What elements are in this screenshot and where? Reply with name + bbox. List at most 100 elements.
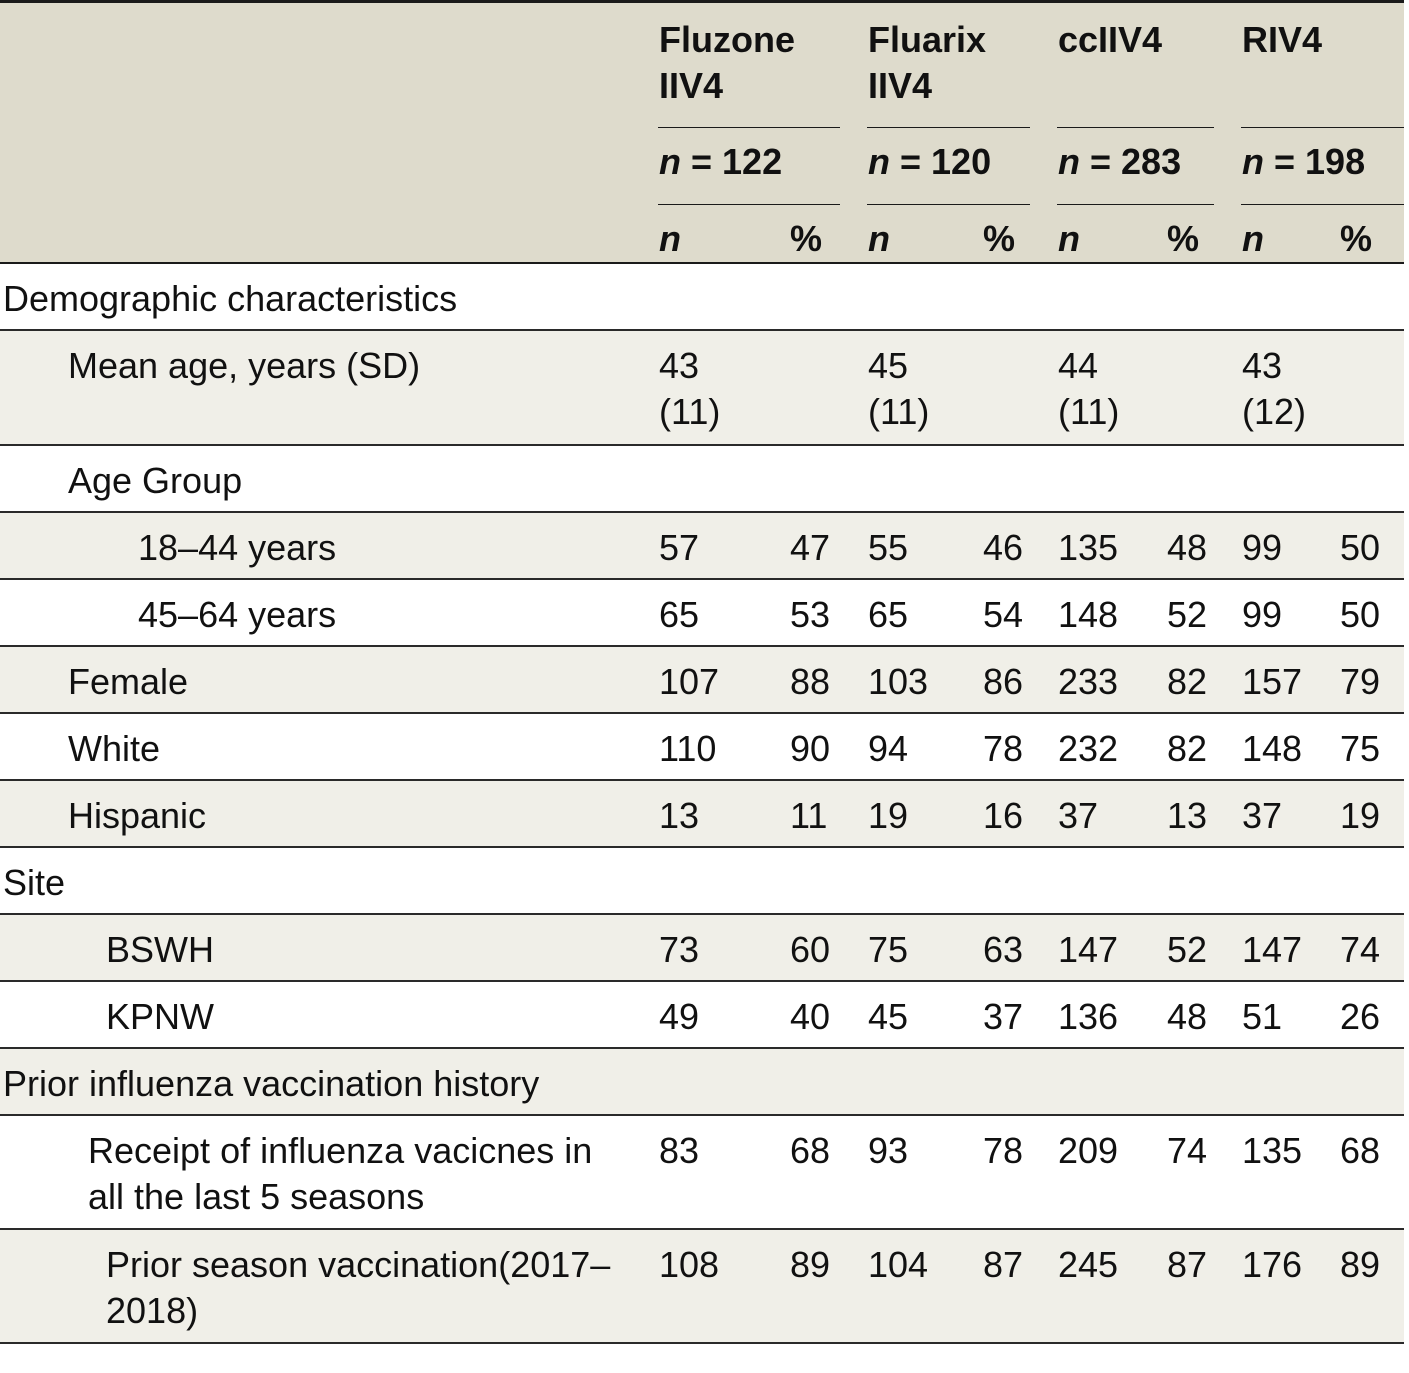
sd-value: (11) <box>659 391 721 432</box>
subheader-n: n <box>1058 218 1080 259</box>
group-name-line2: IIV4 <box>659 65 724 106</box>
cell-percent: 90 <box>790 728 831 769</box>
group-count-fluarix: n = 120 <box>868 139 991 185</box>
section-label: Age Group <box>68 460 243 501</box>
cell-n: 45 <box>868 996 909 1037</box>
header-rule <box>1241 127 1404 128</box>
table-row: BSWH 73 60 75 63 147 52 147 74 <box>0 915 1404 982</box>
group-name-cciiv4: ccIIV4 <box>1058 17 1162 63</box>
cell-percent: 78 <box>983 1130 1024 1171</box>
cell-percent: 52 <box>1167 594 1208 635</box>
row-label: 45–64 years <box>138 594 337 635</box>
cell-percent: 74 <box>1167 1130 1208 1171</box>
subheader-percent: % <box>1167 218 1200 259</box>
table-row: Receipt of influenza vacicnes in all the… <box>0 1116 1404 1230</box>
table-row: Female 107 88 103 86 233 82 157 79 <box>0 647 1404 714</box>
group-name-line1: Fluarix <box>868 19 987 60</box>
cell-n: 57 <box>659 527 700 568</box>
cell-n: 135 <box>1058 527 1119 568</box>
row-label: KPNW <box>106 996 214 1037</box>
cell-percent: 11 <box>790 795 828 836</box>
group-name-fluarix: Fluarix IIV4 <box>868 17 986 109</box>
cell-n: 93 <box>868 1130 909 1171</box>
header-rule <box>867 127 1030 128</box>
cell-n: 13 <box>659 795 700 836</box>
section-label: Prior influenza vaccination history <box>3 1063 540 1104</box>
cell-percent: 68 <box>790 1130 831 1171</box>
cell-n: 83 <box>659 1130 700 1171</box>
cell-n: 107 <box>659 661 720 702</box>
cell-n: 73 <box>659 929 700 970</box>
cell-n: 65 <box>659 594 700 635</box>
header-rule <box>1057 204 1214 205</box>
cell-percent: 46 <box>983 527 1024 568</box>
cell-percent: 88 <box>790 661 831 702</box>
cell-mean-age: 43 (12) <box>1242 343 1306 435</box>
cell-n: 148 <box>1242 728 1303 769</box>
cell-percent: 75 <box>1340 728 1381 769</box>
cell-percent: 50 <box>1340 527 1381 568</box>
cell-n: 104 <box>868 1244 929 1285</box>
cell-percent: 40 <box>790 996 831 1037</box>
row-label: Mean age, years (SD) <box>68 345 421 386</box>
header-rule <box>658 127 840 128</box>
subheader-percent: % <box>983 218 1016 259</box>
cell-percent: 89 <box>790 1244 831 1285</box>
cell-n: 37 <box>1242 795 1283 836</box>
subheader-percent: % <box>790 218 823 259</box>
cell-percent: 13 <box>1167 795 1208 836</box>
mean-value: 43 <box>1242 345 1283 386</box>
cell-n: 65 <box>868 594 909 635</box>
cell-percent: 89 <box>1340 1244 1381 1285</box>
table-row: White 110 90 94 78 232 82 148 75 <box>0 714 1404 781</box>
header-rule <box>1057 127 1214 128</box>
n-symbol: n <box>659 141 681 182</box>
cell-percent: 37 <box>983 996 1024 1037</box>
row-label: Female <box>68 661 189 702</box>
cell-n: 245 <box>1058 1244 1119 1285</box>
group-name-line2: IIV4 <box>868 65 933 106</box>
group-name-riv4: RIV4 <box>1242 17 1322 63</box>
n-value: = 198 <box>1264 141 1366 182</box>
cell-percent: 87 <box>983 1244 1024 1285</box>
table-row: KPNW 49 40 45 37 136 48 51 26 <box>0 982 1404 1049</box>
group-count-fluzone: n = 122 <box>659 139 782 185</box>
cell-percent: 74 <box>1340 929 1381 970</box>
cell-percent: 82 <box>1167 728 1208 769</box>
cell-n: 136 <box>1058 996 1119 1037</box>
cell-n: 148 <box>1058 594 1119 635</box>
cell-n: 49 <box>659 996 700 1037</box>
cell-n: 147 <box>1242 929 1303 970</box>
n-value: = 120 <box>890 141 992 182</box>
cell-n: 51 <box>1242 996 1283 1037</box>
cell-n: 233 <box>1058 661 1119 702</box>
cell-n: 55 <box>868 527 909 568</box>
cell-percent: 54 <box>983 594 1024 635</box>
table-row: 18–44 years 57 47 55 46 135 48 99 50 <box>0 513 1404 580</box>
mean-value: 43 <box>659 345 700 386</box>
row-label: 18–44 years <box>138 527 337 568</box>
cell-percent: 16 <box>983 795 1024 836</box>
cell-percent: 50 <box>1340 594 1381 635</box>
cell-percent: 47 <box>790 527 831 568</box>
cell-n: 209 <box>1058 1130 1119 1171</box>
cell-mean-age: 44 (11) <box>1058 343 1119 435</box>
section-label: Site <box>3 862 66 903</box>
cell-percent: 79 <box>1340 661 1381 702</box>
group-count-riv4: n = 198 <box>1242 139 1365 185</box>
cell-n: 135 <box>1242 1130 1303 1171</box>
table-body: Demographic characteristics Mean age, yea… <box>0 264 1404 1344</box>
cell-percent: 63 <box>983 929 1024 970</box>
section-row: Age Group <box>0 446 1404 513</box>
section-row: Prior influenza vaccination history <box>0 1049 1404 1116</box>
row-label: Prior season vaccination(2017–2018) <box>106 1244 611 1331</box>
cell-percent: 68 <box>1340 1130 1381 1171</box>
cell-n: 75 <box>868 929 909 970</box>
cell-percent: 53 <box>790 594 831 635</box>
cell-n: 147 <box>1058 929 1119 970</box>
group-name-line1: ccIIV4 <box>1058 19 1163 60</box>
sd-value: (11) <box>868 391 930 432</box>
section-label: Demographic characteristics <box>3 278 458 319</box>
cell-n: 232 <box>1058 728 1119 769</box>
cell-percent: 87 <box>1167 1244 1208 1285</box>
